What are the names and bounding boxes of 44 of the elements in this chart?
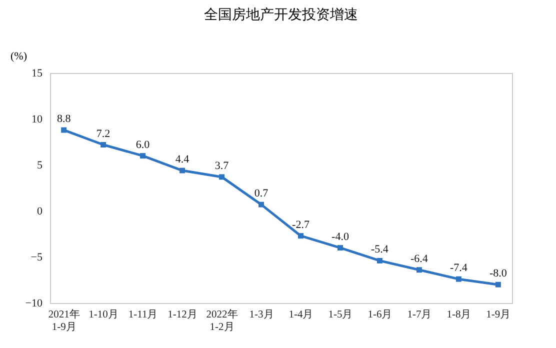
y-tick-label: −10 xyxy=(25,298,43,310)
point xyxy=(258,202,264,208)
point xyxy=(456,276,462,282)
x-tick-label: 1-3月 xyxy=(249,308,274,320)
data-label: 7.2 xyxy=(96,128,110,140)
data-label: -5.4 xyxy=(371,244,389,256)
point xyxy=(219,174,225,180)
x-tick-label: 1-11月 xyxy=(128,308,158,320)
x-tick-label: 1-12月 xyxy=(168,308,198,320)
y-tick-label: 5 xyxy=(37,160,43,172)
point xyxy=(416,267,422,273)
data-label: 4.4 xyxy=(175,154,190,166)
x-tick-label: 1-4月 xyxy=(288,308,314,320)
y-tick-label: 0 xyxy=(37,206,43,218)
y-tick-label: 15 xyxy=(32,68,43,80)
y-tick-label: −5 xyxy=(30,252,43,264)
x-tick-label: 1-7月 xyxy=(407,308,432,320)
x-tick-label: 1-9月 xyxy=(486,308,512,320)
x-tick-label: 2022年 1-2月 xyxy=(206,308,238,333)
point xyxy=(61,127,67,133)
x-tick-label: 1-8月 xyxy=(446,308,472,320)
data-label: -6.4 xyxy=(410,252,428,265)
point xyxy=(376,258,382,264)
chart-title: 全国房地产开发投资增速 xyxy=(204,7,358,23)
y-tick-label: 10 xyxy=(32,114,43,126)
point xyxy=(100,142,106,148)
x-tick-label: 2021年 1-9月 xyxy=(48,308,80,333)
data-label: 3.7 xyxy=(214,160,230,172)
data-label: 8.8 xyxy=(56,113,72,126)
x-tick-label: 1-6月 xyxy=(368,308,393,320)
y-axis-title: (%) xyxy=(10,50,28,62)
point xyxy=(495,282,501,288)
point xyxy=(180,168,186,174)
data-label: -2.7 xyxy=(292,218,310,231)
x-tick-label: 1-5月 xyxy=(328,308,354,320)
x-tick-label: 1-10月 xyxy=(88,308,119,320)
data-label: 0.7 xyxy=(254,188,269,200)
point xyxy=(298,233,304,239)
point xyxy=(140,153,146,159)
data-label: 6.0 xyxy=(136,138,150,151)
point xyxy=(337,245,343,251)
data-label: -7.4 xyxy=(450,262,468,274)
data-label: -4.0 xyxy=(332,230,350,243)
data-label: -8.0 xyxy=(489,268,508,280)
